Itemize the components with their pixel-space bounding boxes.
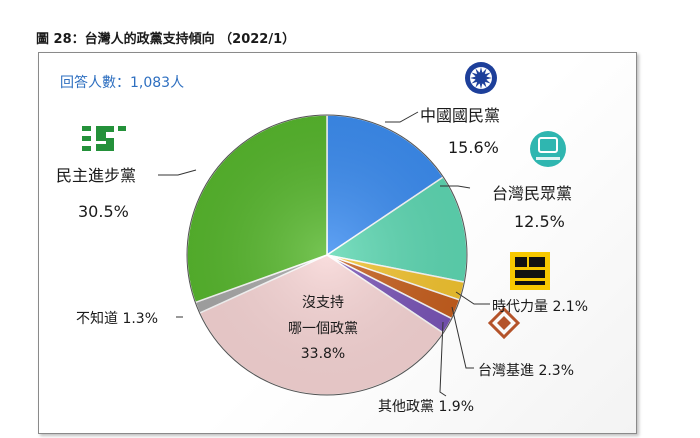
label-tsp: 台灣基進 2.3%: [478, 363, 575, 379]
sample-size-note: 回答人數：1,083人: [60, 75, 185, 91]
leader-tpp: [440, 185, 471, 189]
kmt-ray: [471, 72, 477, 77]
label-none-line1: 沒支持: [302, 295, 344, 311]
kmt-ray: [482, 68, 487, 74]
leader-other: [439, 321, 447, 397]
tpp-logo-icon: [530, 131, 566, 167]
npp-logo-icon: [510, 252, 550, 290]
label-none-pct: 33.8%: [300, 346, 346, 362]
kmt-emblem-icon: [465, 62, 497, 94]
label-dpp-name: 民主進步黨: [56, 166, 137, 185]
label-npp: 時代力量 2.1%: [492, 299, 589, 315]
kmt-ray: [486, 76, 492, 80]
leader-npp: [455, 291, 490, 305]
leader-tsp: [451, 306, 474, 369]
label-tpp-name: 台灣民眾黨: [492, 184, 573, 203]
leader-kmt: [385, 111, 419, 123]
label-dont-know: 不知道 1.3%: [76, 311, 159, 327]
kmt-ray: [479, 67, 483, 73]
kmt-ray: [475, 68, 480, 74]
figure-title: 圖 28：台灣人的政黨支持傾向 （2022/1）: [36, 32, 296, 47]
label-other: 其他政黨 1.9%: [378, 399, 475, 415]
kmt-ray: [471, 79, 477, 84]
label-tpp-pct: 12.5%: [514, 212, 565, 231]
label-dpp-pct: 30.5%: [78, 202, 129, 221]
kmt-ray: [475, 82, 480, 88]
kmt-ray: [470, 76, 476, 80]
label-kmt-name: 中國國民黨: [420, 106, 501, 125]
tsp-logo-icon: [487, 306, 521, 340]
leader-dpp: [158, 169, 197, 176]
kmt-ray: [482, 82, 487, 88]
kmt-ray: [485, 79, 491, 84]
label-none-line2: 哪一個政黨: [288, 321, 358, 337]
kmt-ray: [485, 72, 491, 77]
label-kmt-pct: 15.6%: [448, 138, 499, 157]
kmt-ray: [479, 83, 483, 89]
dpp-logo-icon: [82, 126, 126, 151]
